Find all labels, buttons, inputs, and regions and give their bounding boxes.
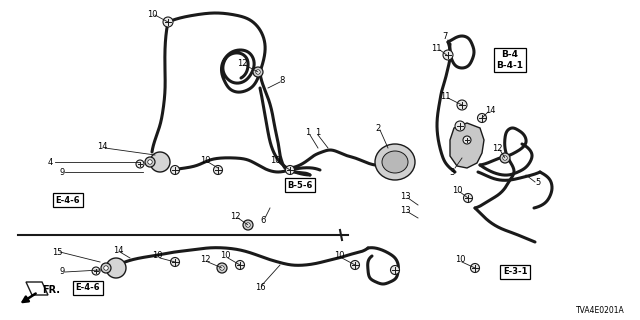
Circle shape <box>351 260 360 269</box>
Circle shape <box>253 67 263 77</box>
Text: 8: 8 <box>279 76 285 84</box>
Circle shape <box>463 136 471 144</box>
Ellipse shape <box>382 151 408 173</box>
Text: TVA4E0201A: TVA4E0201A <box>576 306 625 315</box>
Circle shape <box>104 266 108 270</box>
Text: 5: 5 <box>536 178 541 187</box>
Circle shape <box>101 263 111 273</box>
Circle shape <box>136 160 144 168</box>
Text: 6: 6 <box>260 215 266 225</box>
Circle shape <box>217 263 227 273</box>
Circle shape <box>246 223 250 227</box>
Circle shape <box>477 114 486 123</box>
Text: 14: 14 <box>484 106 495 115</box>
Text: B-4
B-4-1: B-4 B-4-1 <box>497 50 524 70</box>
Circle shape <box>285 165 294 174</box>
Ellipse shape <box>375 144 415 180</box>
Circle shape <box>457 100 467 110</box>
Text: 10: 10 <box>147 10 157 19</box>
Circle shape <box>150 152 170 172</box>
Circle shape <box>500 153 510 163</box>
Circle shape <box>390 266 399 275</box>
Circle shape <box>236 260 244 269</box>
Text: 2: 2 <box>376 124 381 132</box>
Polygon shape <box>450 123 484 168</box>
Circle shape <box>463 194 472 203</box>
Circle shape <box>455 121 465 131</box>
Text: 1: 1 <box>305 127 310 137</box>
Text: 1: 1 <box>316 127 321 137</box>
Text: E-4-6: E-4-6 <box>76 284 100 292</box>
Text: 15: 15 <box>52 247 62 257</box>
Circle shape <box>214 165 223 174</box>
Text: 4: 4 <box>47 157 52 166</box>
Text: E-3-1: E-3-1 <box>503 268 527 276</box>
Text: 13: 13 <box>400 205 410 214</box>
Text: 14: 14 <box>97 141 108 150</box>
Circle shape <box>148 160 152 164</box>
Text: 12: 12 <box>200 255 211 265</box>
Text: 3: 3 <box>449 167 454 177</box>
Circle shape <box>220 266 224 270</box>
Circle shape <box>170 258 179 267</box>
Text: 10: 10 <box>200 156 211 164</box>
Circle shape <box>503 156 508 160</box>
Text: 9: 9 <box>60 268 65 276</box>
Text: 9: 9 <box>60 167 65 177</box>
Text: 10: 10 <box>455 255 465 265</box>
Text: 14: 14 <box>113 245 124 254</box>
Circle shape <box>256 70 260 74</box>
Circle shape <box>92 267 100 275</box>
Text: 13: 13 <box>400 191 410 201</box>
Text: 16: 16 <box>255 284 266 292</box>
Text: FR.: FR. <box>42 285 60 295</box>
Circle shape <box>163 17 173 27</box>
Text: E-4-6: E-4-6 <box>56 196 80 204</box>
Text: 7: 7 <box>442 31 448 41</box>
Text: 12: 12 <box>230 212 240 220</box>
Circle shape <box>243 220 253 230</box>
Text: 10: 10 <box>152 252 163 260</box>
Text: 10: 10 <box>220 252 230 260</box>
Circle shape <box>170 165 179 174</box>
Text: 12: 12 <box>492 143 502 153</box>
Text: B-5-6: B-5-6 <box>287 180 313 189</box>
Text: 12: 12 <box>237 59 247 68</box>
Text: 10: 10 <box>333 252 344 260</box>
Text: 10: 10 <box>269 156 280 164</box>
Text: 11: 11 <box>440 92 451 100</box>
Text: 10: 10 <box>452 186 462 195</box>
Circle shape <box>470 263 479 273</box>
Circle shape <box>145 157 155 167</box>
Text: 11: 11 <box>431 44 441 52</box>
Circle shape <box>443 50 453 60</box>
Circle shape <box>106 258 126 278</box>
